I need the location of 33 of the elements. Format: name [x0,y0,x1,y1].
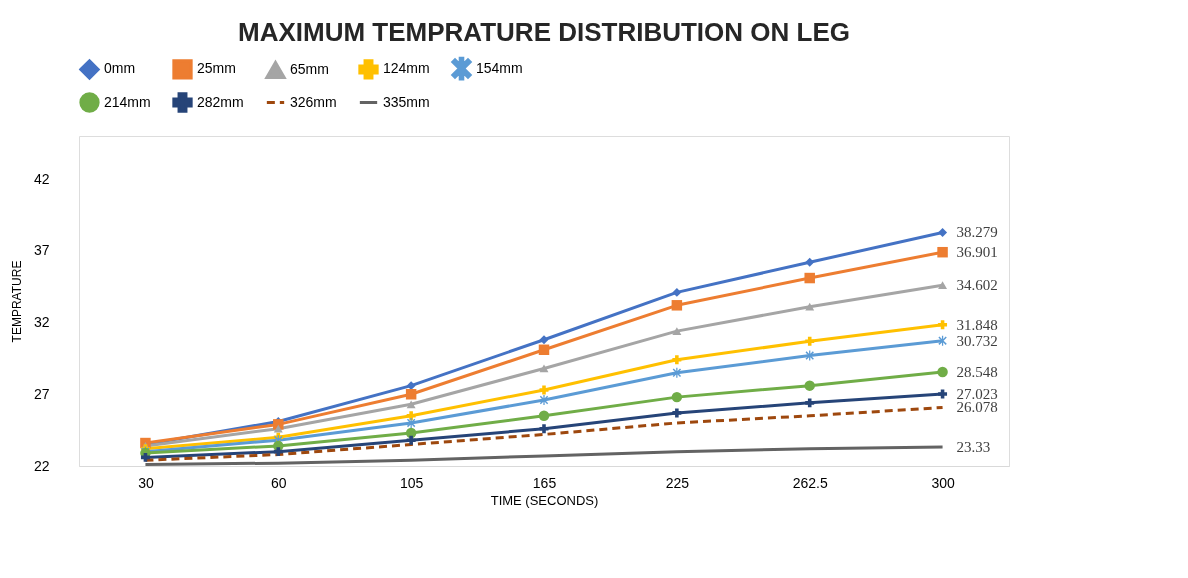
chart-title: MAXIMUM TEMPRATURE DISTRIBUTION ON LEG [238,17,850,47]
y-tick-label: 32 [33,314,50,331]
y-tick-label: 27 [33,385,50,402]
x-tick-label: 60 [271,474,287,491]
y-tick-label: 42 [33,170,50,187]
x-axis-title: TIME (SECONDS) [490,492,599,508]
data-label: 36.901 [956,244,998,261]
y-tick-label: 22 [33,457,50,474]
data-label: 38.279 [956,224,998,241]
legend-label: 326mm [290,93,337,110]
data-label: 26.078 [956,399,998,416]
x-tick-label: 105 [399,474,424,491]
data-label: 27.023 [956,385,998,402]
legend-label: 154mm [476,59,523,76]
legend-label: 25mm [197,60,236,77]
data-label: 30.732 [956,332,998,349]
x-tick-label: 262.5 [792,474,828,491]
legend-label: 65mm [290,61,329,77]
x-tick-label: 165 [532,474,557,491]
data-label: 28.548 [956,364,998,381]
data-label: 31.848 [956,316,998,333]
legend-label: 0mm [104,60,136,77]
legend-label: 214mm [104,93,151,110]
x-tick-label: 300 [931,474,955,491]
data-label: 34.602 [956,277,998,294]
y-axis-title: TEMPRATURE [9,260,24,343]
legend-label: 335mm [383,93,430,110]
data-label: 23.33 [956,438,991,455]
legend-label: 282mm [197,93,244,110]
x-tick-label: 30 [138,474,154,491]
x-tick-label: 225 [665,474,690,491]
y-tick-label: 37 [33,242,50,259]
legend-label: 124mm [383,60,430,77]
